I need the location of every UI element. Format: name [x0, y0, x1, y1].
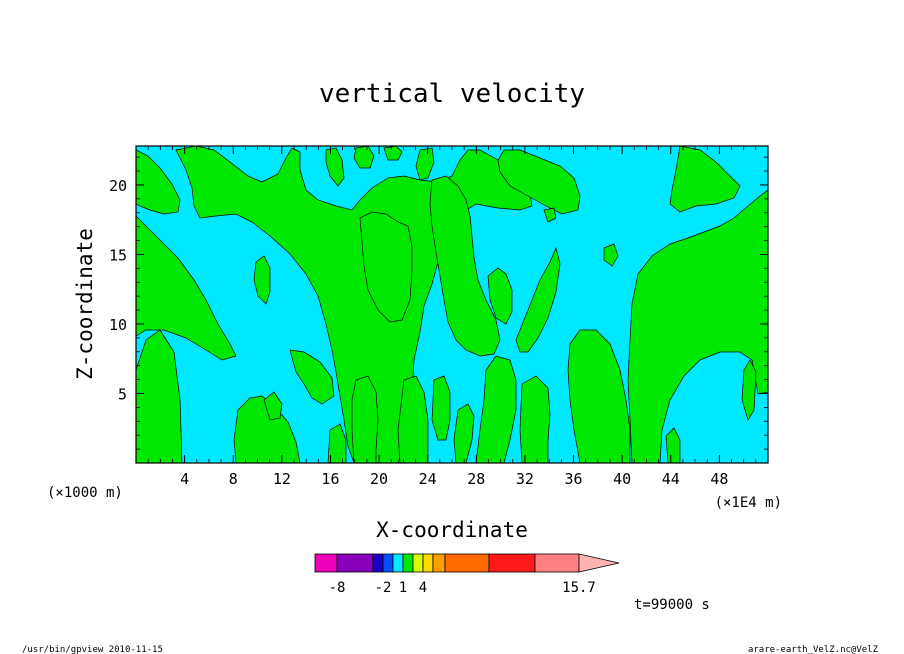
y-axis: 5 10 15 20 — [109, 156, 768, 450]
x-axis: 4 8 12 16 20 24 28 32 36 40 44 48 — [147, 146, 757, 488]
positive-region — [263, 391, 283, 421]
positive-region — [567, 329, 631, 463]
positive-region — [519, 375, 551, 463]
colorbar-segment — [402, 553, 414, 573]
plot-area — [135, 145, 769, 464]
positive-region — [431, 375, 451, 441]
footer-right: arare-earth_VelZ.nc@VelZ — [748, 645, 879, 654]
x-axis-label: X-coordinate — [376, 518, 528, 542]
positive-region — [351, 375, 379, 463]
positive-region — [397, 375, 429, 463]
colorbar-tick-label: 1 — [399, 580, 407, 596]
x-tick-label: 40 — [613, 470, 631, 488]
colorbar-segment — [372, 553, 384, 573]
x-axis-unit-left: (×1000 m) — [47, 485, 123, 501]
x-tick-label: 16 — [321, 470, 339, 488]
positive-region — [741, 359, 757, 421]
positive-region — [453, 403, 475, 463]
positive-region — [603, 243, 619, 267]
colorbar-segment — [392, 553, 404, 573]
x-tick-label: 48 — [710, 470, 728, 488]
colorbar-segment — [412, 553, 424, 573]
x-tick-label: 20 — [370, 470, 388, 488]
positive-region — [327, 423, 347, 463]
colorbar-tick-label: -2 — [375, 580, 392, 596]
colorbar: -8 -2 1 4 15.7 — [314, 553, 620, 596]
x-tick-label: 32 — [516, 470, 534, 488]
positive-region — [415, 147, 435, 181]
colorbar-segment — [382, 553, 394, 573]
colorbar-segment — [422, 553, 434, 573]
colorbar-segment — [314, 553, 338, 573]
x-tick-label: 44 — [662, 470, 680, 488]
positive-region — [253, 255, 271, 305]
colorbar-tick-label: 4 — [419, 580, 427, 596]
colorbar-segment — [336, 553, 374, 573]
x-axis-unit-right: (×1E4 m) — [715, 495, 782, 511]
colorbar-segment — [444, 553, 490, 573]
x-tick-label: 24 — [419, 470, 437, 488]
positive-region — [429, 175, 501, 357]
colorbar-segment — [488, 553, 536, 573]
x-tick-label: 28 — [467, 470, 485, 488]
y-tick-label: 15 — [109, 246, 127, 264]
colorbar-segment — [432, 553, 446, 573]
positive-region — [515, 246, 561, 353]
positive-region — [669, 146, 741, 213]
colorbar-extension — [578, 553, 620, 573]
contour-field — [136, 146, 768, 463]
x-tick-label: 12 — [273, 470, 291, 488]
positive-region — [359, 211, 413, 323]
colorbar-segment — [534, 553, 580, 573]
positive-region — [289, 349, 335, 405]
chart-title: vertical velocity — [319, 79, 585, 109]
colorbar-tick-label: -8 — [329, 580, 346, 596]
positive-region — [353, 146, 375, 169]
positive-region — [136, 149, 181, 215]
y-tick-label: 10 — [109, 316, 127, 334]
x-tick-label: 8 — [229, 470, 238, 488]
positive-region — [325, 147, 345, 187]
positive-region — [487, 267, 513, 325]
positive-region — [497, 149, 581, 215]
positive-region — [627, 189, 768, 463]
positive-region — [475, 355, 517, 463]
colorbar-tick-label: 15.7 — [562, 580, 596, 596]
positive-region — [136, 329, 183, 463]
y-tick-label: 5 — [118, 385, 127, 403]
positive-region — [543, 207, 557, 223]
time-label: t=99000 s — [634, 597, 710, 613]
positive-region — [136, 215, 237, 361]
x-tick-label: 36 — [565, 470, 583, 488]
positive-region — [665, 427, 681, 463]
footer-left: /usr/bin/gpview 2010-11-15 — [22, 645, 163, 654]
positive-region — [233, 395, 301, 463]
x-tick-label: 4 — [180, 470, 189, 488]
y-tick-label: 20 — [109, 177, 127, 195]
y-axis-label: Z-coordinate — [73, 228, 97, 380]
